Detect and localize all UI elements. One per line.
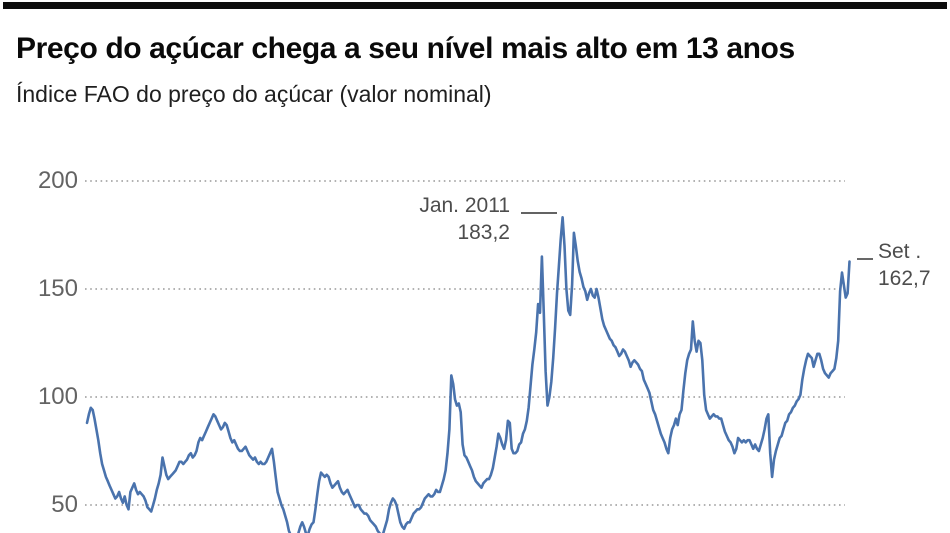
annotation-jan-2011-label: Jan. 2011 bbox=[419, 194, 510, 217]
annotation-jan-2011-value: 183,2 bbox=[457, 221, 510, 244]
annotation-jan-2011: Jan. 2011 183,2 bbox=[300, 192, 510, 246]
page-title: Preço do açúcar chega a seu nível mais a… bbox=[16, 32, 795, 65]
annotation-set-2023-value: 162,7 bbox=[878, 267, 931, 290]
top-rule-bar bbox=[3, 2, 947, 9]
price-line-series bbox=[85, 216, 851, 533]
y-tick-label-50: 50 bbox=[51, 491, 78, 518]
gridlines bbox=[85, 180, 845, 506]
page-subtitle: Índice FAO do preço do açúcar (valor nom… bbox=[16, 81, 492, 107]
annotation-set-2023: Set . 162,7 bbox=[878, 238, 948, 292]
y-tick-label-100: 100 bbox=[37, 383, 78, 410]
annotation-set-2023-label: Set . bbox=[878, 240, 922, 263]
y-tick-label-200: 200 bbox=[37, 167, 78, 194]
y-tick-label-150: 150 bbox=[37, 275, 78, 302]
